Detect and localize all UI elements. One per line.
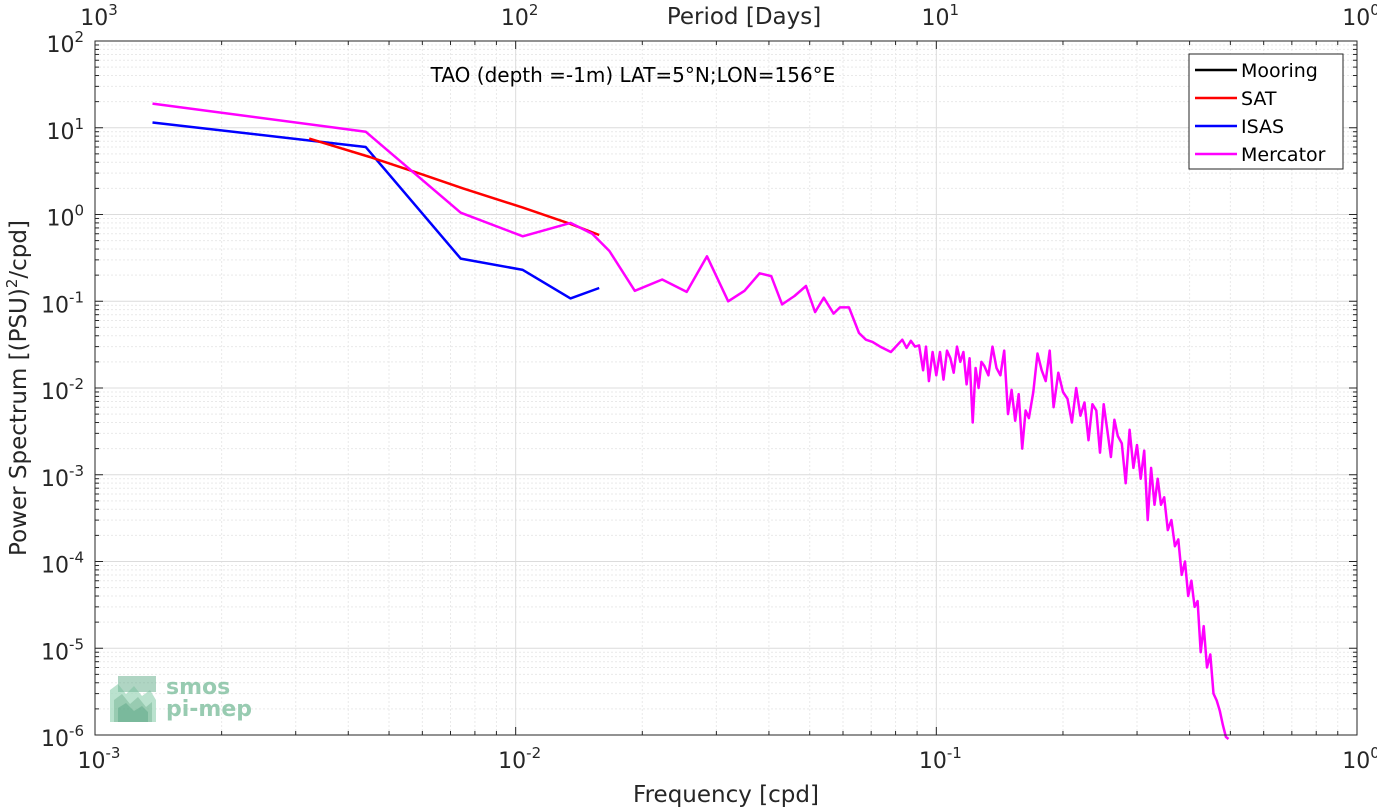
top-tick-label-exponent: 3	[108, 1, 118, 19]
y-axis-label: Power Spectrum [(PSU)2/cpd]	[3, 220, 32, 556]
legend-label-sat: SAT	[1241, 88, 1277, 110]
y-tick-label-base: 10	[41, 467, 69, 492]
logo-block	[118, 676, 156, 692]
y-tick-label: 10-2	[41, 375, 84, 405]
smos-pi-mep-logo: smos pi-mep	[110, 675, 252, 722]
top-tick-label-exponent: 1	[950, 1, 960, 19]
y-tick-label: 10-5	[41, 635, 84, 665]
x-axis-label: Frequency [cpd]	[633, 782, 819, 808]
y-tick-label-base: 10	[46, 207, 74, 232]
legend: Mooring SAT ISAS Mercator	[1188, 53, 1344, 170]
y-tick-label-exponent: -5	[69, 635, 84, 653]
y-tick-label-exponent: -4	[69, 549, 84, 567]
x-tick-label: 10-1	[919, 744, 962, 774]
legend-label-mooring: Mooring	[1241, 60, 1318, 82]
top-tick-label-base: 10	[922, 6, 950, 31]
y-tick-label: 10-4	[41, 549, 84, 579]
y-tick-label: 10-6	[41, 722, 84, 752]
y-tick-label-exponent: 2	[74, 28, 84, 46]
y-tick-label-exponent: 0	[74, 202, 84, 220]
x-tick-label-exponent: -1	[947, 744, 962, 762]
legend-label-mercator: Mercator	[1241, 144, 1326, 166]
y-tick-label: 100	[46, 202, 84, 232]
legend-box	[1188, 53, 1344, 170]
y-tick-label-base: 10	[46, 120, 74, 145]
top-tick-label: 100	[1342, 1, 1377, 31]
y-tick-label: 102	[46, 28, 84, 58]
x-tick-label-exponent: -2	[526, 744, 541, 762]
y-tick-label-base: 10	[41, 293, 69, 318]
y-tick-label-exponent: -6	[69, 722, 84, 740]
top-tick-label-exponent: 2	[529, 1, 539, 19]
y-tick-label: 10-3	[41, 462, 84, 492]
top-tick-label-base: 10	[501, 6, 529, 31]
y-tick-label-exponent: -1	[69, 288, 84, 306]
axis-ticks	[94, 40, 1358, 736]
y-axis-label-exponent: 2	[3, 279, 21, 289]
top-tick-label: 102	[501, 1, 539, 31]
top-axis-label: Period [Days]	[667, 4, 821, 30]
top-tick-label-exponent: 0	[1370, 1, 1377, 19]
top-tick-label: 101	[922, 1, 960, 31]
x-tick-label-base: 10	[78, 749, 106, 774]
logo-wave-front	[118, 703, 148, 722]
y-tick-label-base: 10	[41, 727, 69, 752]
y-tick-label-exponent: -3	[69, 462, 84, 480]
x-tick-label-base: 10	[498, 749, 526, 774]
x-tick-label-exponent: 0	[1370, 744, 1377, 762]
y-tick-label-base: 10	[41, 380, 69, 405]
y-tick-label-exponent: 1	[74, 115, 84, 133]
y-tick-label-base: 10	[41, 554, 69, 579]
chart-title: TAO (depth =-1m) LAT=5°N;LON=156°E	[430, 63, 836, 87]
top-tick-label-base: 10	[1342, 6, 1370, 31]
logo-text-smos: smos	[166, 675, 230, 700]
legend-items: Mooring SAT ISAS Mercator	[1195, 60, 1326, 166]
series-isas-line	[152, 121, 600, 300]
x-tick-label-base: 10	[919, 749, 947, 774]
x-tick-label: 10-3	[78, 744, 121, 774]
x-tick-label-exponent: -3	[106, 744, 121, 762]
y-axis-label-main: Power Spectrum [(PSU)	[6, 288, 32, 556]
x-tick-label: 100	[1342, 744, 1377, 774]
y-tick-label-base: 10	[46, 33, 74, 58]
series-layer	[152, 102, 1230, 740]
top-tick-label: 103	[80, 1, 118, 31]
x-tick-label: 10-2	[498, 744, 541, 774]
y-tick-label-base: 10	[41, 640, 69, 665]
logo-text-pimep: pi-mep	[166, 697, 252, 722]
top-tick-label-base: 10	[80, 6, 108, 31]
y-tick-label-exponent: -2	[69, 375, 84, 393]
x-tick-label-base: 10	[1342, 749, 1370, 774]
legend-label-isas: ISAS	[1241, 116, 1284, 138]
y-axis-label-tail: /cpd]	[6, 220, 32, 279]
y-tick-label: 101	[46, 115, 84, 145]
y-tick-label: 10-1	[41, 288, 84, 318]
series-mercator-line	[152, 102, 1230, 740]
